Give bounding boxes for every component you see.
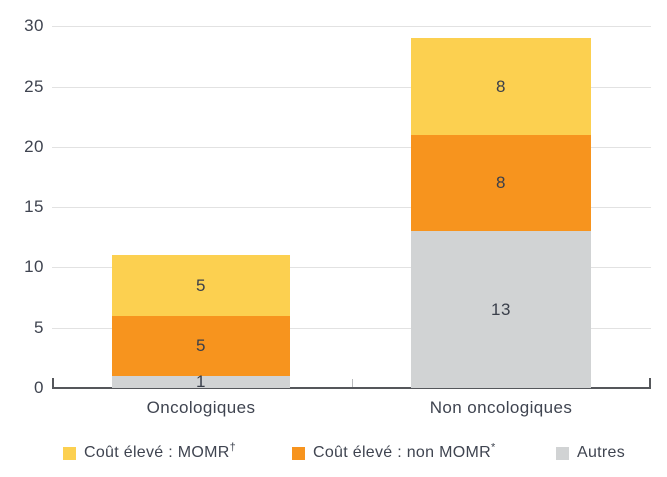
x-axis-line	[52, 387, 651, 389]
legend-label: Coût élevé : MOMR†	[84, 441, 237, 461]
bar-non-oncologiques: 8 8 13	[411, 38, 591, 388]
gridline-10	[52, 267, 651, 268]
bar-segment-non-oncologiques-momr: 8	[411, 38, 591, 135]
segment-value-label: 5	[196, 336, 206, 355]
legend-swatch-orange-icon	[292, 446, 305, 460]
y-axis-label-25: 25	[24, 77, 44, 96]
chart-legend: Coût élevé : MOMR† Coût élevé : non MOMR…	[0, 442, 667, 466]
legend-label: Coût élevé : non MOMR*	[313, 441, 496, 461]
bar-segment-non-oncologiques-autres: 13	[411, 231, 591, 388]
legend-swatch-gray-icon	[556, 446, 569, 460]
gridline-15	[52, 207, 651, 208]
gridline-30	[52, 26, 651, 27]
x-axis-tick-middle	[352, 379, 353, 387]
y-axis-label-5: 5	[34, 318, 44, 337]
y-axis-label-30: 30	[24, 16, 44, 35]
bar-oncologiques: 5 5 1	[112, 255, 290, 391]
asterisk-symbol: *	[490, 441, 496, 454]
dagger-symbol: †	[229, 441, 237, 454]
x-axis-tick-right	[649, 378, 651, 388]
gridline-25	[52, 87, 651, 88]
legend-item-non-momr: Coût élevé : non MOMR*	[292, 442, 496, 464]
legend-item-autres: Autres	[556, 442, 625, 464]
segment-value-label: 8	[496, 173, 506, 192]
segment-value-label: 1	[196, 372, 206, 391]
x-axis-tick-left	[52, 378, 54, 388]
x-category-label-oncologiques: Oncologiques	[146, 398, 256, 417]
y-axis-label-15: 15	[24, 197, 44, 216]
x-category-label-non-oncologiques: Non oncologiques	[429, 398, 573, 417]
y-axis-label-20: 20	[24, 137, 44, 156]
legend-item-momr: Coût élevé : MOMR†	[63, 442, 236, 464]
segment-value-label: 8	[496, 76, 506, 96]
legend-label: Autres	[577, 444, 626, 461]
bar-segment-oncologiques-non-momr: 5	[112, 316, 290, 376]
gridline-5	[52, 328, 651, 329]
y-axis-label-0: 0	[34, 378, 44, 397]
y-axis-label-10: 10	[24, 257, 44, 276]
gridline-20	[52, 147, 651, 148]
bar-segment-oncologiques-momr: 5	[112, 255, 290, 316]
bar-segment-oncologiques-autres: 1	[112, 372, 290, 391]
legend-swatch-yellow-icon	[63, 446, 76, 460]
segment-value-label: 5	[196, 275, 206, 295]
bar-segment-non-oncologiques-non-momr: 8	[411, 135, 591, 231]
segment-value-label: 13	[491, 299, 511, 319]
